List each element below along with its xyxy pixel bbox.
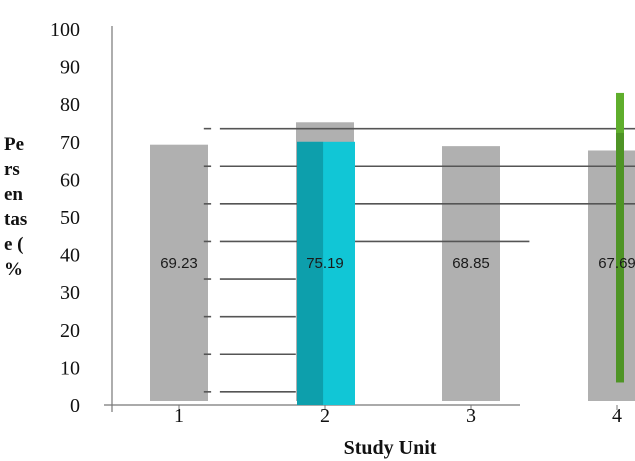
ticks-group: 0 10 20 30 40 50 60 70 80 90 100 1 2 3 4 [50, 19, 622, 427]
y-tick-label: 0 [70, 395, 80, 417]
data-label-3: 68.85 [452, 255, 490, 272]
data-label-4: 67.69 [598, 255, 635, 272]
y-tick-label: 10 [60, 357, 80, 379]
x-axis-title: Study Unit [344, 437, 437, 459]
x-tick-label: 4 [612, 405, 622, 427]
y-tick-label: 30 [60, 282, 80, 304]
cyan-overlay-shade [297, 141, 324, 406]
y-axis-title-line: % [4, 259, 23, 280]
x-tick-label: 2 [320, 405, 330, 427]
y-tick-label: 70 [60, 132, 80, 154]
y-axis-title-line: e ( [4, 234, 24, 255]
bars-group [150, 122, 635, 402]
bar-3 [442, 146, 500, 401]
x-tick-label: 3 [466, 405, 476, 427]
bar-4 [588, 150, 635, 401]
y-axis-title-line: en [4, 184, 23, 205]
y-tick-label: 100 [50, 19, 80, 41]
bar-1 [150, 144, 208, 402]
data-label-1: 69.23 [160, 255, 198, 272]
y-axis-title-line: tas [4, 209, 27, 230]
y-tick-label: 50 [60, 207, 80, 229]
y-axis-title-line: Pe [4, 134, 24, 155]
y-tick-label: 60 [60, 169, 80, 191]
x-tick-label: 1 [174, 405, 184, 427]
y-axis-title: Pe rs en tas e (% [4, 134, 27, 280]
overlays-group [203, 92, 635, 406]
data-label-2: 75.19 [306, 255, 344, 272]
y-axis-title-line: rs [4, 159, 20, 180]
y-tick-label: 20 [60, 320, 80, 342]
y-tick-label: 80 [60, 94, 80, 116]
value-labels-group: 69.23 75.19 68.85 67.69 [160, 255, 635, 272]
y-tick-label: 90 [60, 57, 80, 79]
green-overlay-shade [616, 132, 624, 383]
y-tick-label: 40 [60, 245, 80, 267]
